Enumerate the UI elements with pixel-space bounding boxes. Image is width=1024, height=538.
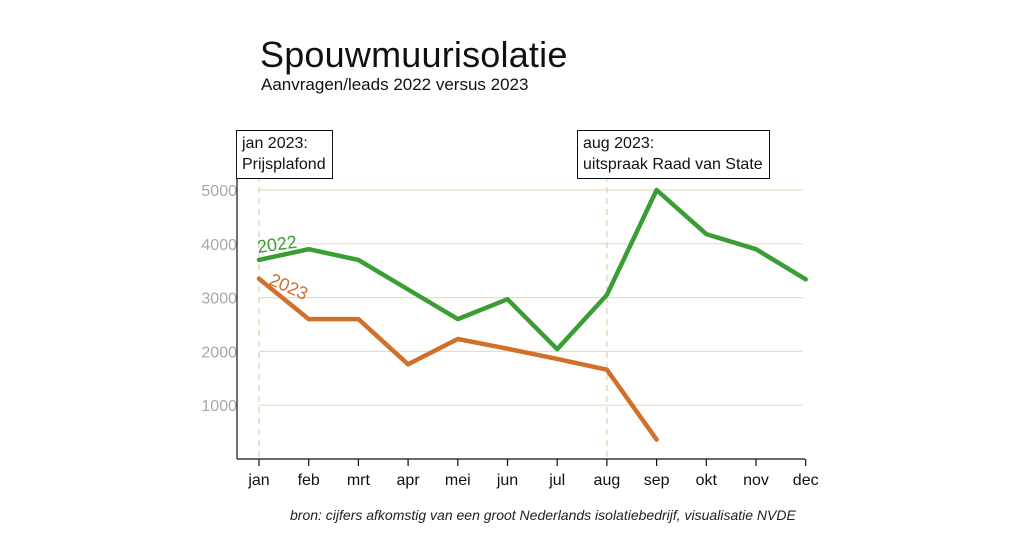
series-label-2023: 2023 xyxy=(266,269,311,304)
x-tick-label: apr xyxy=(397,472,421,489)
x-tick-label: nov xyxy=(743,472,769,489)
y-tick-label: 2000 xyxy=(201,344,237,361)
x-tick-label: mei xyxy=(445,472,471,489)
x-tick-label: sep xyxy=(644,472,670,489)
x-tick-label: aug xyxy=(594,472,621,489)
y-tick-label: 4000 xyxy=(201,237,237,254)
annotation-line: Prijsplafond xyxy=(242,156,326,173)
x-tick-label: mrt xyxy=(347,472,371,489)
source-note: bron: cijfers afkomstig van een groot Ne… xyxy=(290,507,796,523)
y-tick-label: 5000 xyxy=(201,183,237,200)
x-tick-label: feb xyxy=(298,472,320,489)
annotation-line: aug 2023: xyxy=(583,135,655,152)
y-tick-label: 3000 xyxy=(201,291,237,308)
annotation-line: jan 2023: xyxy=(242,135,308,152)
annotation-line: uitspraak Raad van State xyxy=(583,156,763,173)
chart-subtitle: Aanvragen/leads 2022 versus 2023 xyxy=(261,75,529,94)
x-tick-label: dec xyxy=(793,472,819,489)
x-tick-label: jul xyxy=(548,472,565,489)
annotation-council-of-state: aug 2023: uitspraak Raad van State xyxy=(577,130,770,179)
annotation-price-cap: jan 2023: Prijsplafond xyxy=(236,130,333,179)
x-tick-label: okt xyxy=(696,472,718,489)
series-line-2023 xyxy=(256,276,659,442)
chart-title: Spouwmuurisolatie xyxy=(260,34,568,75)
series-line-2022 xyxy=(256,187,808,352)
x-tick-label: jan xyxy=(247,472,269,489)
y-tick-label: 1000 xyxy=(201,398,237,415)
x-tick-label: jun xyxy=(496,472,518,489)
